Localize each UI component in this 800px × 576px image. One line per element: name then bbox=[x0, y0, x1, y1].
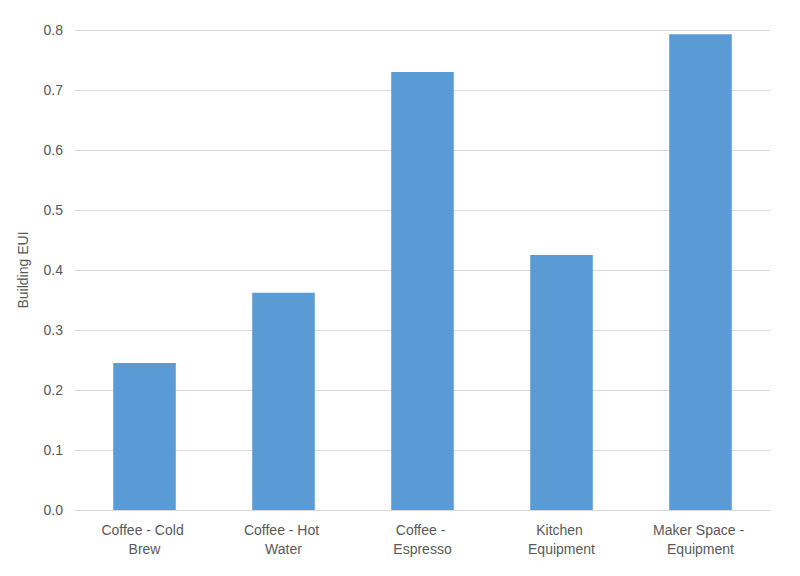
svg-text:0.2: 0.2 bbox=[44, 382, 64, 398]
svg-text:Coffee - Hot: Coffee - Hot bbox=[244, 522, 323, 538]
svg-text:Equipment: Equipment bbox=[667, 541, 734, 557]
svg-text:0.1: 0.1 bbox=[44, 442, 64, 458]
svg-text:0.0: 0.0 bbox=[44, 502, 64, 518]
svg-text:0.8: 0.8 bbox=[44, 22, 64, 38]
svg-text:0.3: 0.3 bbox=[44, 322, 64, 338]
svg-text:0.4: 0.4 bbox=[44, 262, 64, 278]
svg-text:Water: Water bbox=[265, 541, 302, 557]
svg-text:Coffee - Cold: Coffee - Cold bbox=[101, 522, 187, 538]
svg-text:Maker Space -: Maker Space - bbox=[653, 522, 748, 538]
svg-text:0.6: 0.6 bbox=[44, 142, 64, 158]
svg-text:0.5: 0.5 bbox=[44, 202, 64, 218]
svg-text:Espresso: Espresso bbox=[393, 541, 452, 557]
svg-text:0.7: 0.7 bbox=[44, 82, 64, 98]
svg-text:Building EUI: Building EUI bbox=[15, 231, 31, 308]
svg-text:Coffee -: Coffee - bbox=[396, 522, 449, 538]
svg-text:Equipment: Equipment bbox=[528, 541, 595, 557]
svg-text:Kitchen: Kitchen bbox=[536, 522, 587, 538]
svg-text:Brew: Brew bbox=[129, 541, 162, 557]
